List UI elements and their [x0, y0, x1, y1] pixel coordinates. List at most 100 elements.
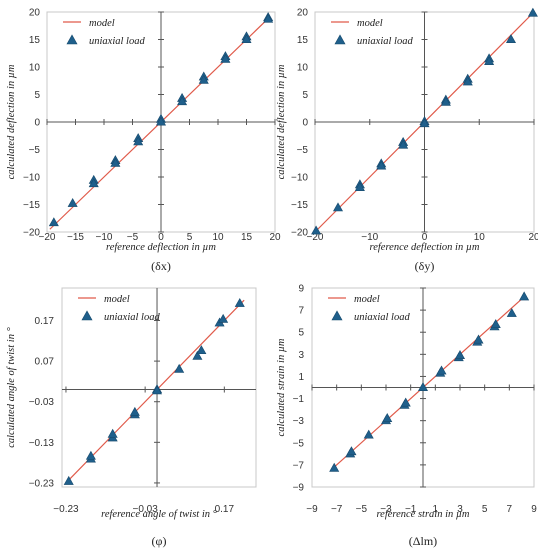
y-tick-label: −5 — [293, 438, 305, 449]
data-point-triangle — [218, 313, 229, 323]
panel-caption: (Δlm) — [409, 534, 437, 548]
data-point-triangle — [332, 202, 344, 212]
data-point-triangle — [48, 217, 59, 227]
data-point-triangle — [473, 334, 484, 344]
x-tick-label: 10 — [212, 232, 224, 243]
y-tick-label: 5 — [302, 90, 308, 101]
x-axis-label: reference deflection in µm — [106, 242, 216, 253]
y-tick-label: −0.03 — [29, 397, 55, 408]
data-point-triangle — [155, 116, 167, 126]
x-tick-label: −20 — [307, 232, 324, 243]
chart-panel-3: −0.23 −0.03 0.17−0.23−0.13−0.030.070.17ref… — [6, 287, 257, 548]
data-point-triangle — [311, 225, 322, 235]
x-axis-label: reference strain in µm — [376, 509, 469, 520]
data-point-triangle — [506, 308, 517, 317]
x-tick-label: −15 — [67, 232, 84, 243]
panel-caption: (φ) — [152, 534, 167, 548]
data-point-triangle — [192, 350, 203, 360]
y-tick-label: −5 — [297, 145, 309, 156]
panel-caption: (δx) — [151, 259, 171, 273]
y-axis-label: calculated angle of twist in ° — [6, 326, 17, 447]
y-tick-label: 0.17 — [35, 316, 55, 327]
y-tick-label: −9 — [293, 483, 305, 494]
data-point-triangle — [354, 182, 365, 191]
legend-triangle-swatch — [331, 310, 343, 321]
data-point-triangle — [263, 13, 274, 23]
legend-triangle-swatch — [81, 310, 93, 321]
x-tick-label: 10 — [474, 232, 486, 243]
x-tick-label: −9 — [306, 504, 318, 515]
x-tick-label: 20 — [269, 232, 281, 243]
data-point-triangle — [484, 56, 495, 65]
data-point-triangle — [417, 382, 429, 392]
x-tick-label: −1 — [405, 504, 417, 515]
data-point-triangle — [519, 291, 530, 301]
y-tick-label: 5 — [298, 328, 304, 339]
legend-triangle-swatch — [334, 34, 346, 45]
data-point-triangle — [129, 406, 140, 416]
y-tick-label: 1 — [298, 372, 304, 383]
data-point-triangle — [67, 197, 78, 207]
panel-caption: (δy) — [415, 259, 435, 273]
data-point-triangle — [527, 7, 538, 17]
data-point-triangle — [133, 136, 144, 146]
x-tick-label: −5 — [127, 232, 139, 243]
data-point-triangle — [88, 178, 99, 188]
x-tick-label: −7 — [331, 504, 343, 515]
data-point-triangle — [234, 298, 245, 307]
data-point-triangle — [110, 157, 121, 167]
data-point-triangle — [490, 319, 501, 328]
y-tick-label: −3 — [293, 416, 305, 427]
data-point-triangle — [85, 450, 96, 460]
y-tick-label: 20 — [297, 8, 309, 19]
y-tick-label: −10 — [291, 173, 308, 184]
data-point-triangle — [505, 34, 517, 44]
x-tick-label: −3 — [380, 504, 392, 515]
data-point-triangle — [398, 139, 409, 149]
data-point-triangle — [382, 413, 393, 422]
x-axis-label: reference angle of twist in ° — [101, 509, 217, 520]
y-tick-label: 10 — [29, 63, 41, 74]
x-tick-label: 0 — [422, 232, 428, 243]
x-tick-label: 0.17 — [215, 504, 235, 515]
x-tick-label: −20 — [39, 232, 56, 243]
y-tick-label: −0.23 — [29, 478, 55, 489]
x-tick-label: −5 — [356, 504, 368, 515]
y-tick-label: 5 — [34, 90, 40, 101]
legend-label-model: model — [89, 18, 115, 29]
data-point-triangle — [440, 96, 451, 106]
legend-label-model: model — [354, 294, 380, 305]
y-tick-label: −1 — [293, 394, 305, 405]
x-tick-label: −0.03 — [132, 504, 158, 515]
legend-label-model: model — [104, 294, 130, 305]
y-tick-label: 0.07 — [35, 357, 55, 368]
data-point-triangle — [198, 74, 209, 84]
data-point-triangle — [63, 475, 74, 485]
x-tick-label: 20 — [528, 232, 538, 243]
y-tick-label: 9 — [298, 284, 304, 295]
y-axis-label: calculated deflection in µm — [6, 64, 17, 179]
legend-label-model: model — [357, 18, 383, 29]
x-axis-label: reference deflection in µm — [370, 242, 480, 253]
y-tick-label: 7 — [298, 306, 304, 317]
data-point-triangle — [454, 350, 466, 359]
y-tick-label: −20 — [291, 228, 308, 239]
x-tick-label: −10 — [361, 232, 378, 243]
x-tick-label: 7 — [507, 504, 513, 515]
legend-triangle-swatch — [66, 34, 78, 45]
x-tick-label: 15 — [241, 232, 253, 243]
y-tick-label: −0.13 — [29, 438, 55, 449]
y-axis-label: calculated deflection in µm — [276, 64, 287, 179]
y-tick-label: −15 — [291, 200, 308, 211]
data-point-triangle — [346, 446, 357, 456]
y-tick-label: −15 — [23, 200, 40, 211]
y-tick-label: 0 — [34, 118, 40, 129]
y-tick-label: −7 — [293, 460, 305, 471]
data-point-triangle — [400, 397, 411, 407]
data-point-triangle — [196, 345, 207, 355]
x-tick-label: 0 — [158, 232, 164, 243]
x-tick-label: 5 — [187, 232, 193, 243]
data-point-triangle — [107, 428, 118, 438]
x-tick-label: 1 — [433, 504, 439, 515]
